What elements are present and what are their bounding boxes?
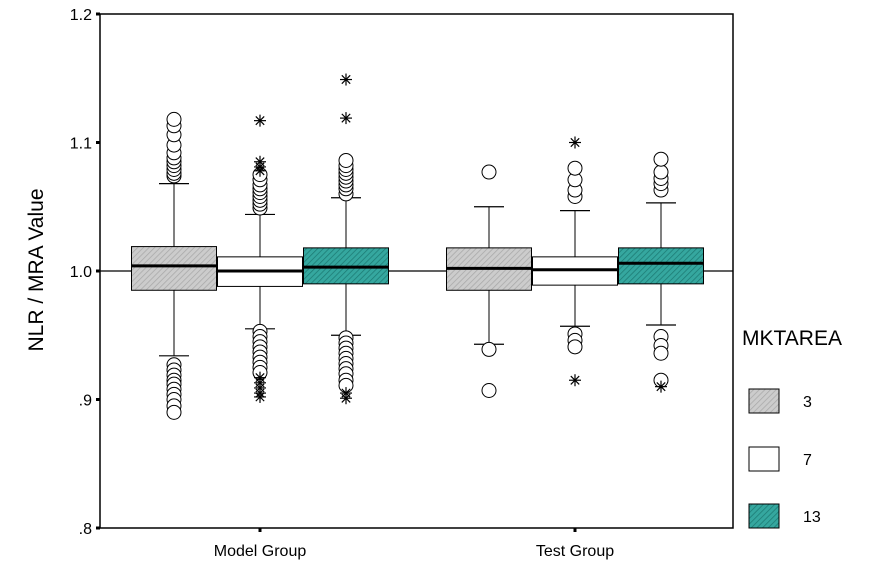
outlier-point bbox=[567, 339, 583, 355]
legend-swatch bbox=[748, 446, 780, 472]
extreme-point bbox=[340, 73, 352, 86]
outlier-point bbox=[166, 111, 182, 127]
y-tick-label: 1.0 bbox=[70, 264, 92, 281]
y-tick-label: 1.1 bbox=[70, 136, 92, 153]
outlier-point bbox=[166, 404, 182, 420]
outlier-point bbox=[481, 341, 497, 357]
legend-title: MKTAREA bbox=[742, 327, 842, 350]
x-category-label: Model Group bbox=[214, 543, 307, 560]
outlier-point bbox=[567, 160, 583, 176]
extreme-point bbox=[254, 114, 266, 127]
legend-label: 3 bbox=[803, 394, 812, 411]
extreme-point bbox=[569, 136, 581, 149]
outlier-point bbox=[653, 164, 669, 180]
y-tick-label: 1.2 bbox=[70, 7, 92, 24]
y-tick-label: .8 bbox=[79, 521, 92, 538]
box bbox=[131, 246, 217, 291]
outlier-point bbox=[338, 152, 354, 168]
legend-swatch bbox=[748, 503, 780, 529]
extreme-point bbox=[655, 380, 667, 393]
extreme-point bbox=[254, 164, 266, 177]
outlier-point bbox=[481, 383, 497, 399]
extreme-point bbox=[254, 390, 266, 403]
extreme-point bbox=[340, 112, 352, 125]
outlier-point bbox=[653, 345, 669, 361]
outlier-point bbox=[481, 164, 497, 180]
y-tick-label: .9 bbox=[79, 393, 92, 410]
legend-label: 13 bbox=[803, 509, 821, 526]
legend: MKTAREA 3 7 13 bbox=[742, 327, 842, 529]
y-axis-label: NLR / MRA Value bbox=[25, 188, 48, 351]
box bbox=[618, 247, 704, 285]
plot-area: .8 .9 1.0 1.1 1.2 Model Group Test Group bbox=[70, 7, 734, 560]
legend-swatch bbox=[748, 388, 780, 414]
x-category-label: Test Group bbox=[536, 543, 614, 560]
legend-label: 7 bbox=[803, 452, 812, 469]
extreme-point bbox=[569, 374, 581, 387]
outlier-point bbox=[653, 151, 669, 167]
extreme-point bbox=[340, 392, 352, 405]
